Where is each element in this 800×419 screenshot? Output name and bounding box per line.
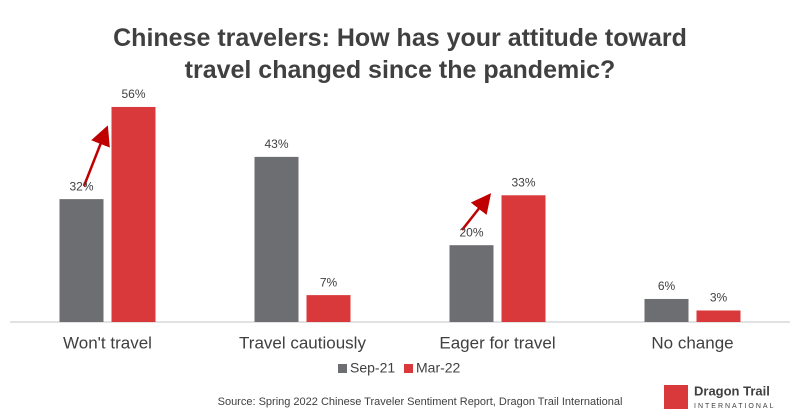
x-tick-label: No change bbox=[651, 333, 733, 352]
bar bbox=[59, 199, 104, 322]
bar bbox=[111, 106, 156, 323]
source: Source: Spring 2022 Chinese Traveler Sen… bbox=[218, 396, 623, 408]
bar bbox=[449, 245, 494, 322]
value-label: 33% bbox=[511, 175, 535, 189]
value-label: 32% bbox=[69, 179, 93, 193]
x-tick-label: Travel cautiously bbox=[239, 333, 366, 352]
logo-icon bbox=[664, 385, 688, 409]
logo-tagline: INTERNATIONAL bbox=[694, 403, 776, 410]
value-label: 20% bbox=[459, 225, 483, 239]
legend-label: Mar-22 bbox=[416, 360, 461, 376]
bar bbox=[501, 195, 546, 322]
value-label: 6% bbox=[658, 279, 676, 293]
bar bbox=[254, 156, 299, 322]
value-label: 3% bbox=[710, 291, 728, 305]
value-label: 56% bbox=[121, 87, 145, 101]
legend-label: Sep-21 bbox=[350, 360, 395, 376]
logo-name: Dragon Trail bbox=[694, 383, 770, 398]
bar bbox=[644, 298, 689, 322]
x-tick-label: Won't travel bbox=[63, 333, 152, 352]
chart-title: Chinese travelers: How has your attitude… bbox=[113, 24, 687, 84]
bar bbox=[696, 310, 741, 322]
legend-swatch bbox=[338, 364, 347, 373]
value-label: 7% bbox=[320, 275, 338, 289]
bar bbox=[306, 295, 351, 322]
arrow bbox=[82, 125, 110, 187]
x-tick-label: Eager for travel bbox=[439, 333, 555, 352]
value-label: 43% bbox=[264, 137, 288, 151]
arrow bbox=[461, 193, 492, 231]
legend-swatch bbox=[404, 364, 413, 373]
